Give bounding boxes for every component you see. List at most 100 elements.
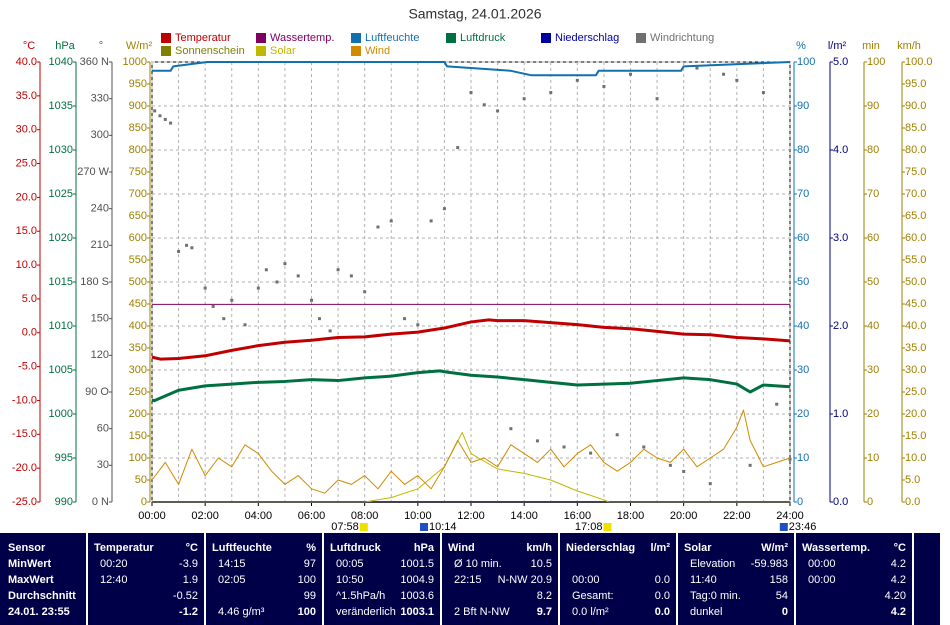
y-tick-label: -5.0 — [18, 361, 37, 373]
legend-swatch — [351, 33, 361, 43]
scatter-point — [562, 445, 566, 449]
scatter-point — [389, 219, 393, 223]
cell-note: 00:00 — [808, 574, 836, 586]
scatter-point — [403, 317, 407, 321]
legend-label: Niederschlag — [555, 32, 619, 44]
scatter-point — [211, 304, 215, 308]
cell-value: 9.7 — [537, 606, 552, 618]
y-tick-label: 0 — [867, 496, 873, 508]
y-tick-label: 0.0 — [905, 496, 920, 508]
sun-marker — [420, 523, 429, 531]
scatter-point — [469, 91, 473, 95]
y-tick-label: 40.0 — [16, 56, 37, 68]
cell-value: 1001.5 — [400, 558, 434, 570]
y-tick-label: 50 — [797, 276, 809, 288]
series-line — [151, 318, 791, 361]
y-tick-label: 0.0 — [833, 496, 848, 508]
column-name: Luftfeuchte — [212, 542, 272, 554]
table-block — [324, 533, 440, 625]
x-tick-label: 00:00 — [138, 510, 166, 522]
y-tick-label: 60 — [797, 232, 809, 244]
y-tick-label: 2.0 — [833, 320, 848, 332]
cell-value: 0.0 — [655, 590, 670, 602]
y-tick-label: 100.0 — [905, 56, 933, 68]
scatter-point — [442, 207, 446, 211]
legend-swatch — [161, 33, 171, 43]
y-tick-label: 70 — [797, 188, 809, 200]
row-label: 24.01. 23:55 — [8, 606, 70, 618]
cell-note: dunkel — [690, 606, 722, 618]
y-tick-label: 85.0 — [905, 122, 926, 134]
legend-swatch — [161, 46, 171, 56]
x-tick-label: 20:00 — [670, 510, 698, 522]
legend-swatch — [256, 46, 266, 56]
y-tick-label: 1.0 — [833, 408, 848, 420]
y-tick-label: 210 — [91, 239, 109, 251]
y-tick-label: 55.0 — [905, 254, 926, 266]
y-tick-label: 100 — [797, 56, 815, 68]
column-name: Solar — [684, 542, 712, 554]
scatter-point — [522, 97, 526, 101]
y-tick-label: 5.0 — [833, 56, 848, 68]
cell-value: 4.2 — [891, 574, 906, 586]
cell-note: 22:15 — [454, 574, 482, 586]
y-tick-label: 40.0 — [905, 320, 926, 332]
table-block — [206, 533, 322, 625]
y-tick-label: 45.0 — [905, 298, 926, 310]
scatter-point — [589, 451, 593, 455]
y-tick-label: 70 — [867, 188, 879, 200]
y-tick-label: 1000 — [49, 408, 73, 420]
cell-note: 00:05 — [336, 558, 364, 570]
x-tick-label: 06:00 — [298, 510, 326, 522]
scatter-point — [203, 286, 207, 290]
cell-value: 4.20 — [885, 590, 906, 602]
cell-value: 8.2 — [537, 590, 552, 602]
y-tick-label: 0 N — [92, 496, 109, 508]
scatter-point — [185, 243, 189, 247]
row-label: Durchschnitt — [8, 590, 76, 602]
scatter-point — [264, 268, 268, 272]
scatter-point — [169, 121, 173, 125]
cell-note: 11:40 — [690, 574, 717, 586]
x-tick-label: 24:00 — [776, 510, 804, 522]
scatter-point — [416, 323, 420, 327]
y-tick-label: 95.0 — [905, 78, 926, 90]
scatter-point — [602, 84, 606, 88]
y-tick-label: 100 — [867, 56, 885, 68]
y-tick-label: 30.0 — [905, 364, 926, 376]
y-tick-label: 10.0 — [16, 259, 37, 271]
cell-note: Elevation — [690, 558, 735, 570]
y-tick-label: 10.0 — [905, 452, 926, 464]
y-tick-label: 5.0 — [22, 293, 37, 305]
column-unit: l/m² — [650, 542, 670, 554]
y-tick-label: 300 — [91, 129, 109, 141]
cell-note: 4.46 g/m³ — [218, 606, 265, 618]
column-unit: W/m² — [761, 542, 788, 554]
y-tick-label: 60.0 — [905, 232, 926, 244]
table-block — [796, 533, 912, 625]
scatter-point — [735, 78, 739, 82]
cell-note: Gesamt: — [572, 590, 614, 602]
scatter-point — [158, 114, 162, 118]
table-block — [678, 533, 794, 625]
cell-note: Tag:0 min. — [690, 590, 741, 602]
scatter-point — [748, 463, 752, 467]
legend-swatch — [541, 33, 551, 43]
scatter-point — [429, 219, 433, 223]
column-unit: km/h — [526, 542, 552, 554]
y-tick-label: 35.0 — [16, 90, 37, 102]
table-block — [560, 533, 676, 625]
scatter-point — [575, 78, 579, 82]
cell-value: 54 — [776, 590, 788, 602]
legend-label: Wassertemp. — [270, 32, 334, 44]
y-tick-label: 900 — [129, 100, 147, 112]
scatter-point — [177, 249, 181, 253]
y-tick-label: 30 — [867, 364, 879, 376]
y-tick-label: 360 N — [80, 56, 109, 68]
column-name: Niederschlag — [566, 542, 635, 554]
legend-label: Sonnenschein — [175, 45, 245, 57]
y-tick-label: 1025 — [49, 188, 73, 200]
y-tick-label: 0 — [797, 496, 803, 508]
cell-value: -1.2 — [179, 606, 198, 618]
y-tick-label: 600 — [129, 232, 147, 244]
